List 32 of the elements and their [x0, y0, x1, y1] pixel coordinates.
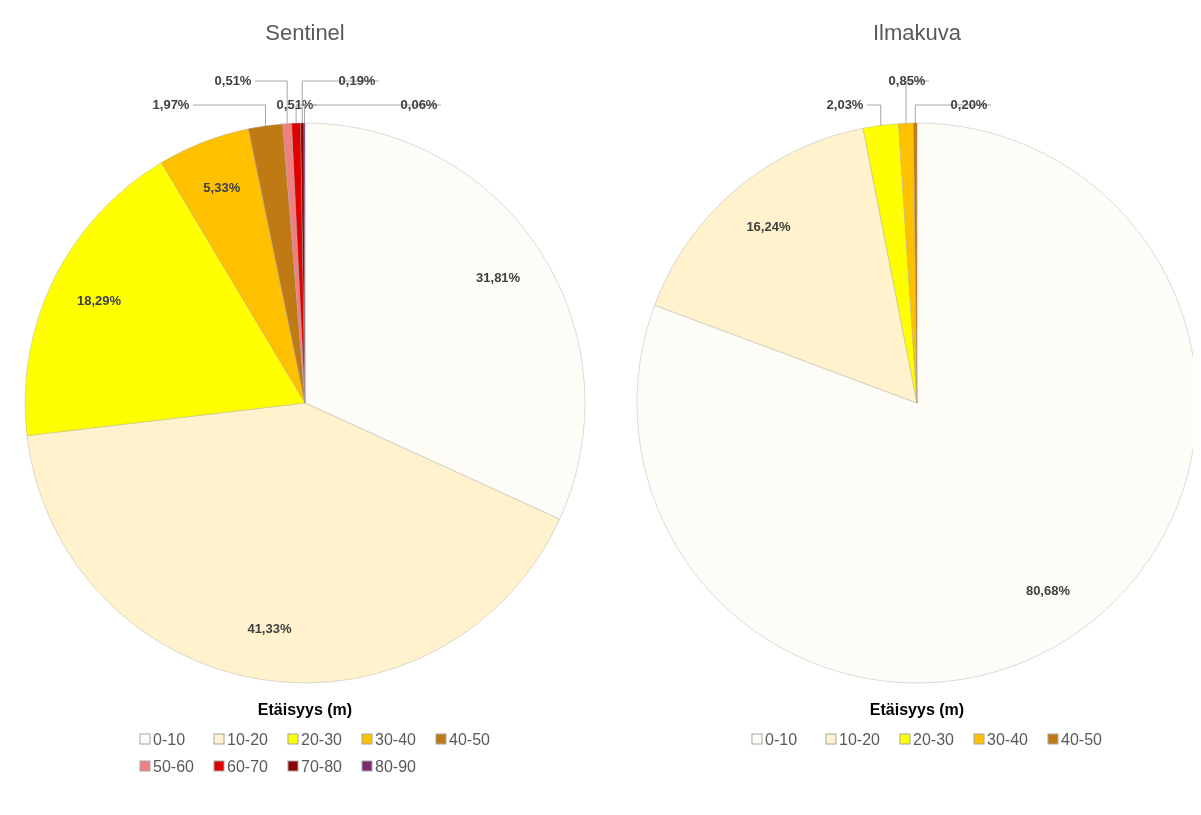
legend-label: 60-70 — [227, 758, 269, 775]
data-label: 0,06% — [400, 97, 438, 112]
legend-label: 30-40 — [987, 731, 1029, 748]
legend-label: 0-10 — [153, 731, 186, 748]
data-label: 0,51% — [276, 97, 314, 112]
legend-title: Etäisyys (m) — [257, 701, 353, 718]
data-label: 0,20% — [950, 97, 988, 112]
data-label: 31,81% — [476, 270, 521, 286]
chart-title: Sentinel — [265, 20, 345, 45]
legend-label: 50-60 — [153, 758, 195, 775]
legend-title: Etäisyys (m) — [869, 701, 965, 718]
legend-label: 30-40 — [375, 731, 417, 748]
data-label: 1,97% — [152, 97, 190, 112]
data-label: 2,03% — [826, 97, 864, 112]
legend-label: 40-50 — [449, 731, 491, 748]
legend-label: 20-30 — [301, 731, 343, 748]
legend-label: 80-90 — [375, 758, 417, 775]
data-label: 18,29% — [76, 292, 122, 308]
legend-label: 70-80 — [301, 758, 343, 775]
legend-label: 40-50 — [1061, 731, 1103, 748]
data-label: 16,24% — [746, 219, 791, 235]
legend-label: 10-20 — [839, 731, 881, 748]
data-label: 0,85% — [888, 73, 926, 88]
legend-label: 20-30 — [913, 731, 955, 748]
data-label: 80,68% — [1025, 583, 1071, 599]
data-label: 5,33% — [203, 180, 241, 196]
legend-label: 10-20 — [227, 731, 269, 748]
data-label: 0,19% — [338, 73, 376, 88]
chart-title: Ilmakuva — [872, 20, 962, 45]
legend-label: 0-10 — [765, 731, 798, 748]
data-label: 0,51% — [214, 73, 252, 88]
data-label: 41,33% — [247, 621, 292, 637]
